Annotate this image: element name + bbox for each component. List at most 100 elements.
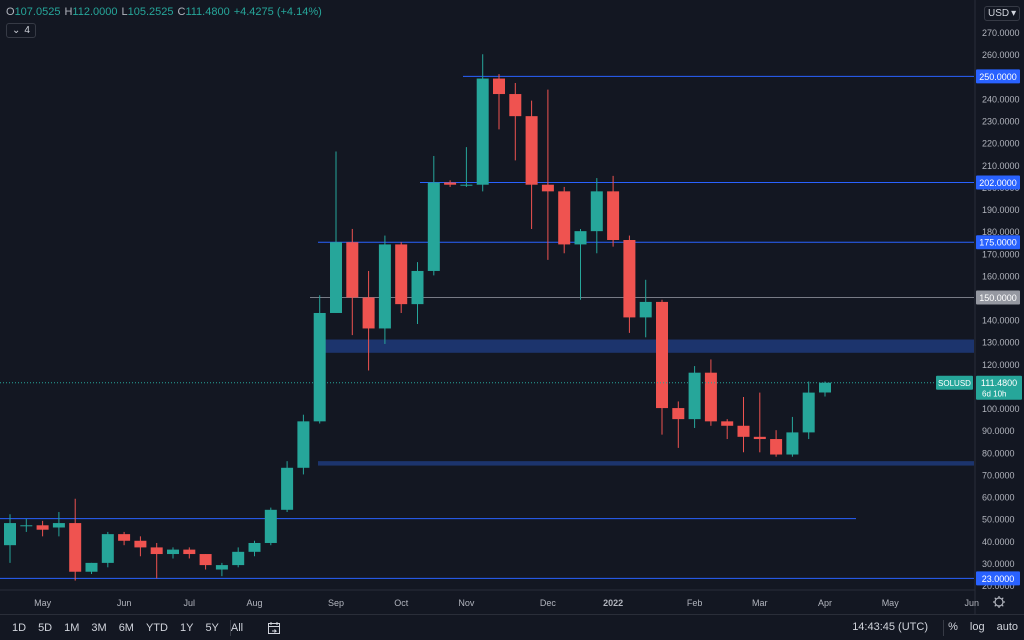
- range-button-1y[interactable]: 1Y: [179, 621, 194, 634]
- candle-body: [264, 509, 277, 543]
- time-tick-label: Dec: [540, 598, 557, 608]
- currency-label: USD: [988, 8, 1010, 19]
- candle-body: [313, 312, 326, 422]
- level-price-label: 202.0000: [979, 178, 1017, 188]
- level-price-tag: [976, 571, 1020, 586]
- price-tick-label: 260.0000: [982, 50, 1020, 60]
- indicators-toggle[interactable]: ⌄ 4: [6, 23, 36, 38]
- price-tick-label: 20.0000: [982, 581, 1015, 591]
- price-tick-label: 240.0000: [982, 94, 1020, 104]
- time-tick-label: Aug: [246, 598, 262, 608]
- candle-body: [69, 523, 82, 572]
- range-button-ytd[interactable]: YTD: [145, 621, 168, 634]
- price-tick-label: 230.0000: [982, 117, 1020, 127]
- candle-body: [688, 372, 701, 420]
- candle-body: [802, 392, 815, 433]
- range-button-6m[interactable]: 6M: [118, 621, 134, 634]
- candle-body: [378, 244, 391, 329]
- bottom-toolbar: 1D 5D 1M 3M 6M YTD 1Y 5Y All 14:43:45 (UTC) % lo…: [0, 614, 1024, 640]
- price-tick-label: 40.0000: [982, 537, 1015, 547]
- time-tick-label: Jul: [184, 598, 196, 608]
- price-tick-label: 120.0000: [982, 360, 1020, 370]
- currency-button[interactable]: USD ▾: [984, 6, 1021, 21]
- close-value: 111.4800: [185, 6, 230, 18]
- gear-icon[interactable]: [993, 596, 1005, 608]
- gear-icon-tooth: [994, 597, 997, 600]
- candle-body: [753, 436, 766, 440]
- range-button-1m[interactable]: 1M: [64, 621, 80, 634]
- candle-body: [590, 191, 603, 232]
- percent-scale-button[interactable]: %: [948, 621, 958, 633]
- range-button-3m[interactable]: 3M: [91, 621, 107, 634]
- high-value: 112.0000: [72, 6, 118, 18]
- time-tick-label: Feb: [687, 598, 703, 608]
- candle-body: [509, 94, 522, 117]
- candle-body: [493, 78, 505, 95]
- candle-body: [411, 270, 424, 305]
- candle-body: [395, 244, 408, 305]
- open-value: 107.0525: [14, 6, 61, 18]
- candle-body: [36, 525, 49, 530]
- current-price-tag: [976, 375, 1022, 400]
- range-button-5y[interactable]: 5Y: [205, 621, 219, 634]
- candle-body: [541, 184, 554, 192]
- candle-body: [183, 549, 196, 555]
- time-tick-label: May: [34, 598, 52, 608]
- scale-buttons: % log auto: [948, 621, 1018, 633]
- support-resistance-zone[interactable]: [318, 339, 974, 353]
- gear-icon-ring: [994, 597, 1004, 607]
- price-tick-label: 70.0000: [982, 470, 1015, 480]
- support-resistance-zone[interactable]: [318, 461, 974, 466]
- countdown-label: 6d 10h: [982, 390, 1006, 399]
- price-tick-label: 170.0000: [982, 249, 1020, 259]
- time-tick-label: May: [882, 598, 900, 608]
- price-tick-label: 80.0000: [982, 448, 1015, 458]
- level-price-tag: [976, 69, 1020, 84]
- candle-body: [574, 231, 587, 245]
- price-tick-label: 90.0000: [982, 426, 1015, 436]
- candle-body: [281, 467, 294, 510]
- calendar-range-icon[interactable]: [267, 621, 281, 635]
- price-tick-label: 270.0000: [982, 28, 1020, 38]
- time-tick-label: Apr: [818, 598, 832, 608]
- level-price-label: 150.0000: [979, 293, 1017, 303]
- candle-body: [656, 301, 668, 409]
- candle-body: [297, 421, 310, 468]
- close-label: C: [177, 6, 186, 18]
- time-tick-label: Sep: [328, 598, 344, 608]
- time-tick-label: Jun: [964, 598, 979, 608]
- candle-body: [737, 425, 750, 437]
- range-button-all[interactable]: All: [230, 621, 244, 634]
- candle-body: [460, 184, 473, 186]
- candle-body: [786, 432, 799, 455]
- clock[interactable]: 14:43:45 (UTC): [852, 621, 928, 633]
- level-price-label: 250.0000: [979, 72, 1017, 82]
- level-price-label: 175.0000: [979, 238, 1017, 248]
- gear-icon-tooth: [1001, 597, 1004, 600]
- low-value: 105.2525: [127, 6, 174, 18]
- candle-body: [427, 182, 440, 271]
- candle-body: [444, 182, 457, 185]
- price-tick-label: 210.0000: [982, 161, 1020, 171]
- price-tick-label: 50.0000: [982, 515, 1015, 525]
- price-tick-label: 140.0000: [982, 316, 1020, 326]
- current-price-value: 111.4800: [981, 378, 1017, 388]
- candle-body: [819, 382, 831, 393]
- log-scale-button[interactable]: log: [969, 621, 985, 633]
- high-label: H: [64, 6, 73, 18]
- candle-body: [20, 525, 33, 527]
- candle-body: [525, 116, 538, 185]
- range-button-5d[interactable]: 5D: [38, 621, 53, 634]
- candle-body: [607, 191, 620, 240]
- range-button-1d[interactable]: 1D: [12, 621, 27, 634]
- candle-body: [4, 523, 16, 546]
- chevron-down-icon: ▾: [1011, 8, 1017, 19]
- candle-body: [118, 534, 131, 541]
- price-tick-label: 100.0000: [982, 404, 1020, 414]
- price-tick-label: 180.0000: [982, 227, 1020, 237]
- auto-scale-button[interactable]: auto: [996, 621, 1018, 633]
- price-tick-label: 190.0000: [982, 205, 1020, 215]
- chevron-down-icon: ⌄: [12, 25, 21, 36]
